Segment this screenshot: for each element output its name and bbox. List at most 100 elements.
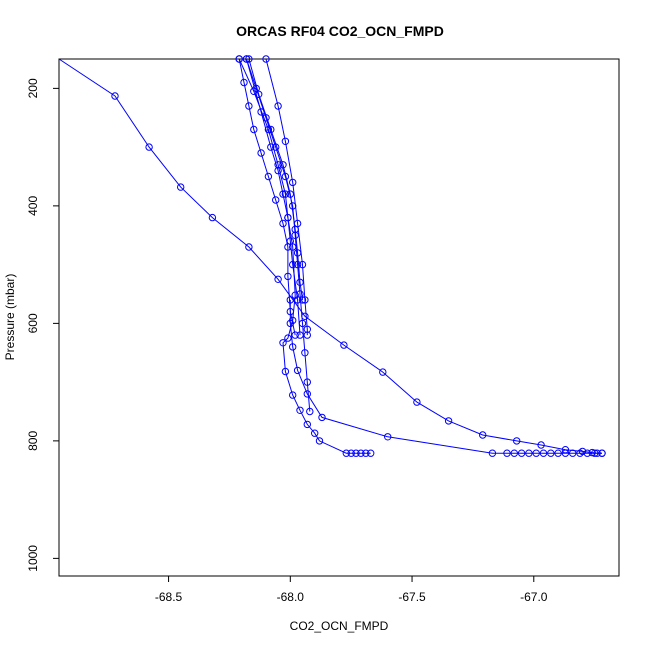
data-point: [296, 278, 304, 286]
chart-title: ORCAS RF04 CO2_OCN_FMPD: [236, 23, 444, 39]
data-point: [279, 190, 287, 198]
y-tick-label: 1000: [26, 545, 40, 572]
data-point: [301, 349, 309, 357]
data-point: [532, 449, 540, 457]
x-axis: -68.5 -68.0 -67.5 -67.0: [155, 576, 548, 604]
x-tick-label: -67.0: [520, 590, 548, 604]
y-axis: 200 400 600 800 1000: [26, 78, 59, 572]
y-axis-label: Pressure (mbar): [3, 274, 17, 361]
data-point: [274, 275, 282, 283]
data-point: [513, 437, 521, 445]
data-point: [301, 296, 309, 304]
data-point: [284, 272, 292, 281]
x-tick-label: -67.5: [398, 590, 426, 604]
data-point: [208, 213, 217, 222]
x-tick-label: -68.0: [277, 590, 305, 604]
series-line-8: [248, 58, 303, 300]
data-point: [362, 449, 370, 457]
data-point: [367, 449, 375, 457]
data-point: [240, 78, 248, 87]
data-point: [293, 260, 302, 269]
data-point: [281, 137, 290, 146]
data-point: [111, 92, 119, 100]
series-line-2: [289, 299, 602, 454]
data-point: [539, 449, 548, 457]
x-axis-label: CO2_OCN_FMPD: [290, 619, 389, 633]
data-point: [245, 102, 253, 110]
data-point: [303, 390, 311, 398]
data-point: [547, 449, 555, 457]
data-point: [525, 449, 533, 457]
data-point: [272, 196, 280, 204]
series-line-4: [246, 58, 311, 412]
data-point: [303, 378, 311, 386]
series-line-7: [265, 58, 308, 336]
data-point: [413, 398, 421, 406]
data-point: [357, 449, 365, 457]
x-tick-label: -68.5: [155, 590, 183, 604]
data-point: [289, 391, 297, 399]
data-point: [291, 331, 299, 339]
data-point: [298, 296, 307, 304]
data-point: [298, 260, 307, 269]
data-point: [569, 449, 577, 457]
data-point: [284, 213, 292, 222]
series-line-1: [58, 58, 602, 454]
data-point: [293, 249, 302, 257]
data-point: [245, 55, 253, 63]
data-point: [279, 161, 287, 169]
data-point: [281, 367, 290, 376]
data-point: [503, 449, 511, 457]
data-point: [554, 449, 562, 457]
data-point: [488, 449, 497, 457]
data-point: [274, 166, 282, 175]
data-point: [598, 449, 606, 457]
data-point: [479, 431, 487, 439]
data-point: [235, 55, 243, 63]
data-point: [264, 125, 273, 134]
data-point: [315, 437, 324, 445]
data-point: [510, 449, 518, 457]
data-point: [255, 90, 263, 99]
data-point: [318, 413, 326, 422]
data-point: [289, 260, 297, 269]
data-point: [537, 441, 545, 449]
y-tick-label: 800: [26, 431, 40, 451]
data-point: [306, 407, 314, 416]
data-point: [384, 433, 392, 441]
series-line-6: [238, 58, 301, 336]
data-point: [289, 343, 297, 351]
y-tick-label: 600: [26, 313, 40, 333]
data-point: [303, 420, 311, 429]
data-point: [293, 296, 302, 304]
data-point: [342, 449, 350, 457]
data-point: [145, 143, 153, 151]
y-tick-label: 400: [26, 196, 40, 216]
data-point: [286, 296, 294, 304]
data-point: [340, 341, 348, 349]
data-point: [444, 417, 453, 425]
data-point: [281, 190, 290, 198]
data-point: [279, 219, 287, 228]
data-point: [267, 125, 275, 134]
data-point: [279, 339, 287, 347]
plot-area: [58, 55, 606, 457]
data-point: [561, 449, 570, 457]
plot-frame: [58, 58, 620, 577]
data-point: [257, 149, 265, 157]
data-point: [291, 225, 299, 234]
data-point: [177, 183, 185, 191]
data-point: [591, 449, 599, 457]
data-point: [274, 102, 282, 110]
data-point: [284, 334, 292, 342]
data-point: [245, 243, 253, 251]
data-point: [347, 449, 355, 457]
data-point: [264, 172, 273, 181]
data-point: [289, 178, 297, 187]
data-point: [286, 190, 294, 198]
data-point: [296, 331, 304, 339]
data-point: [267, 143, 275, 151]
data-point: [311, 429, 319, 437]
data-point: [296, 406, 304, 414]
